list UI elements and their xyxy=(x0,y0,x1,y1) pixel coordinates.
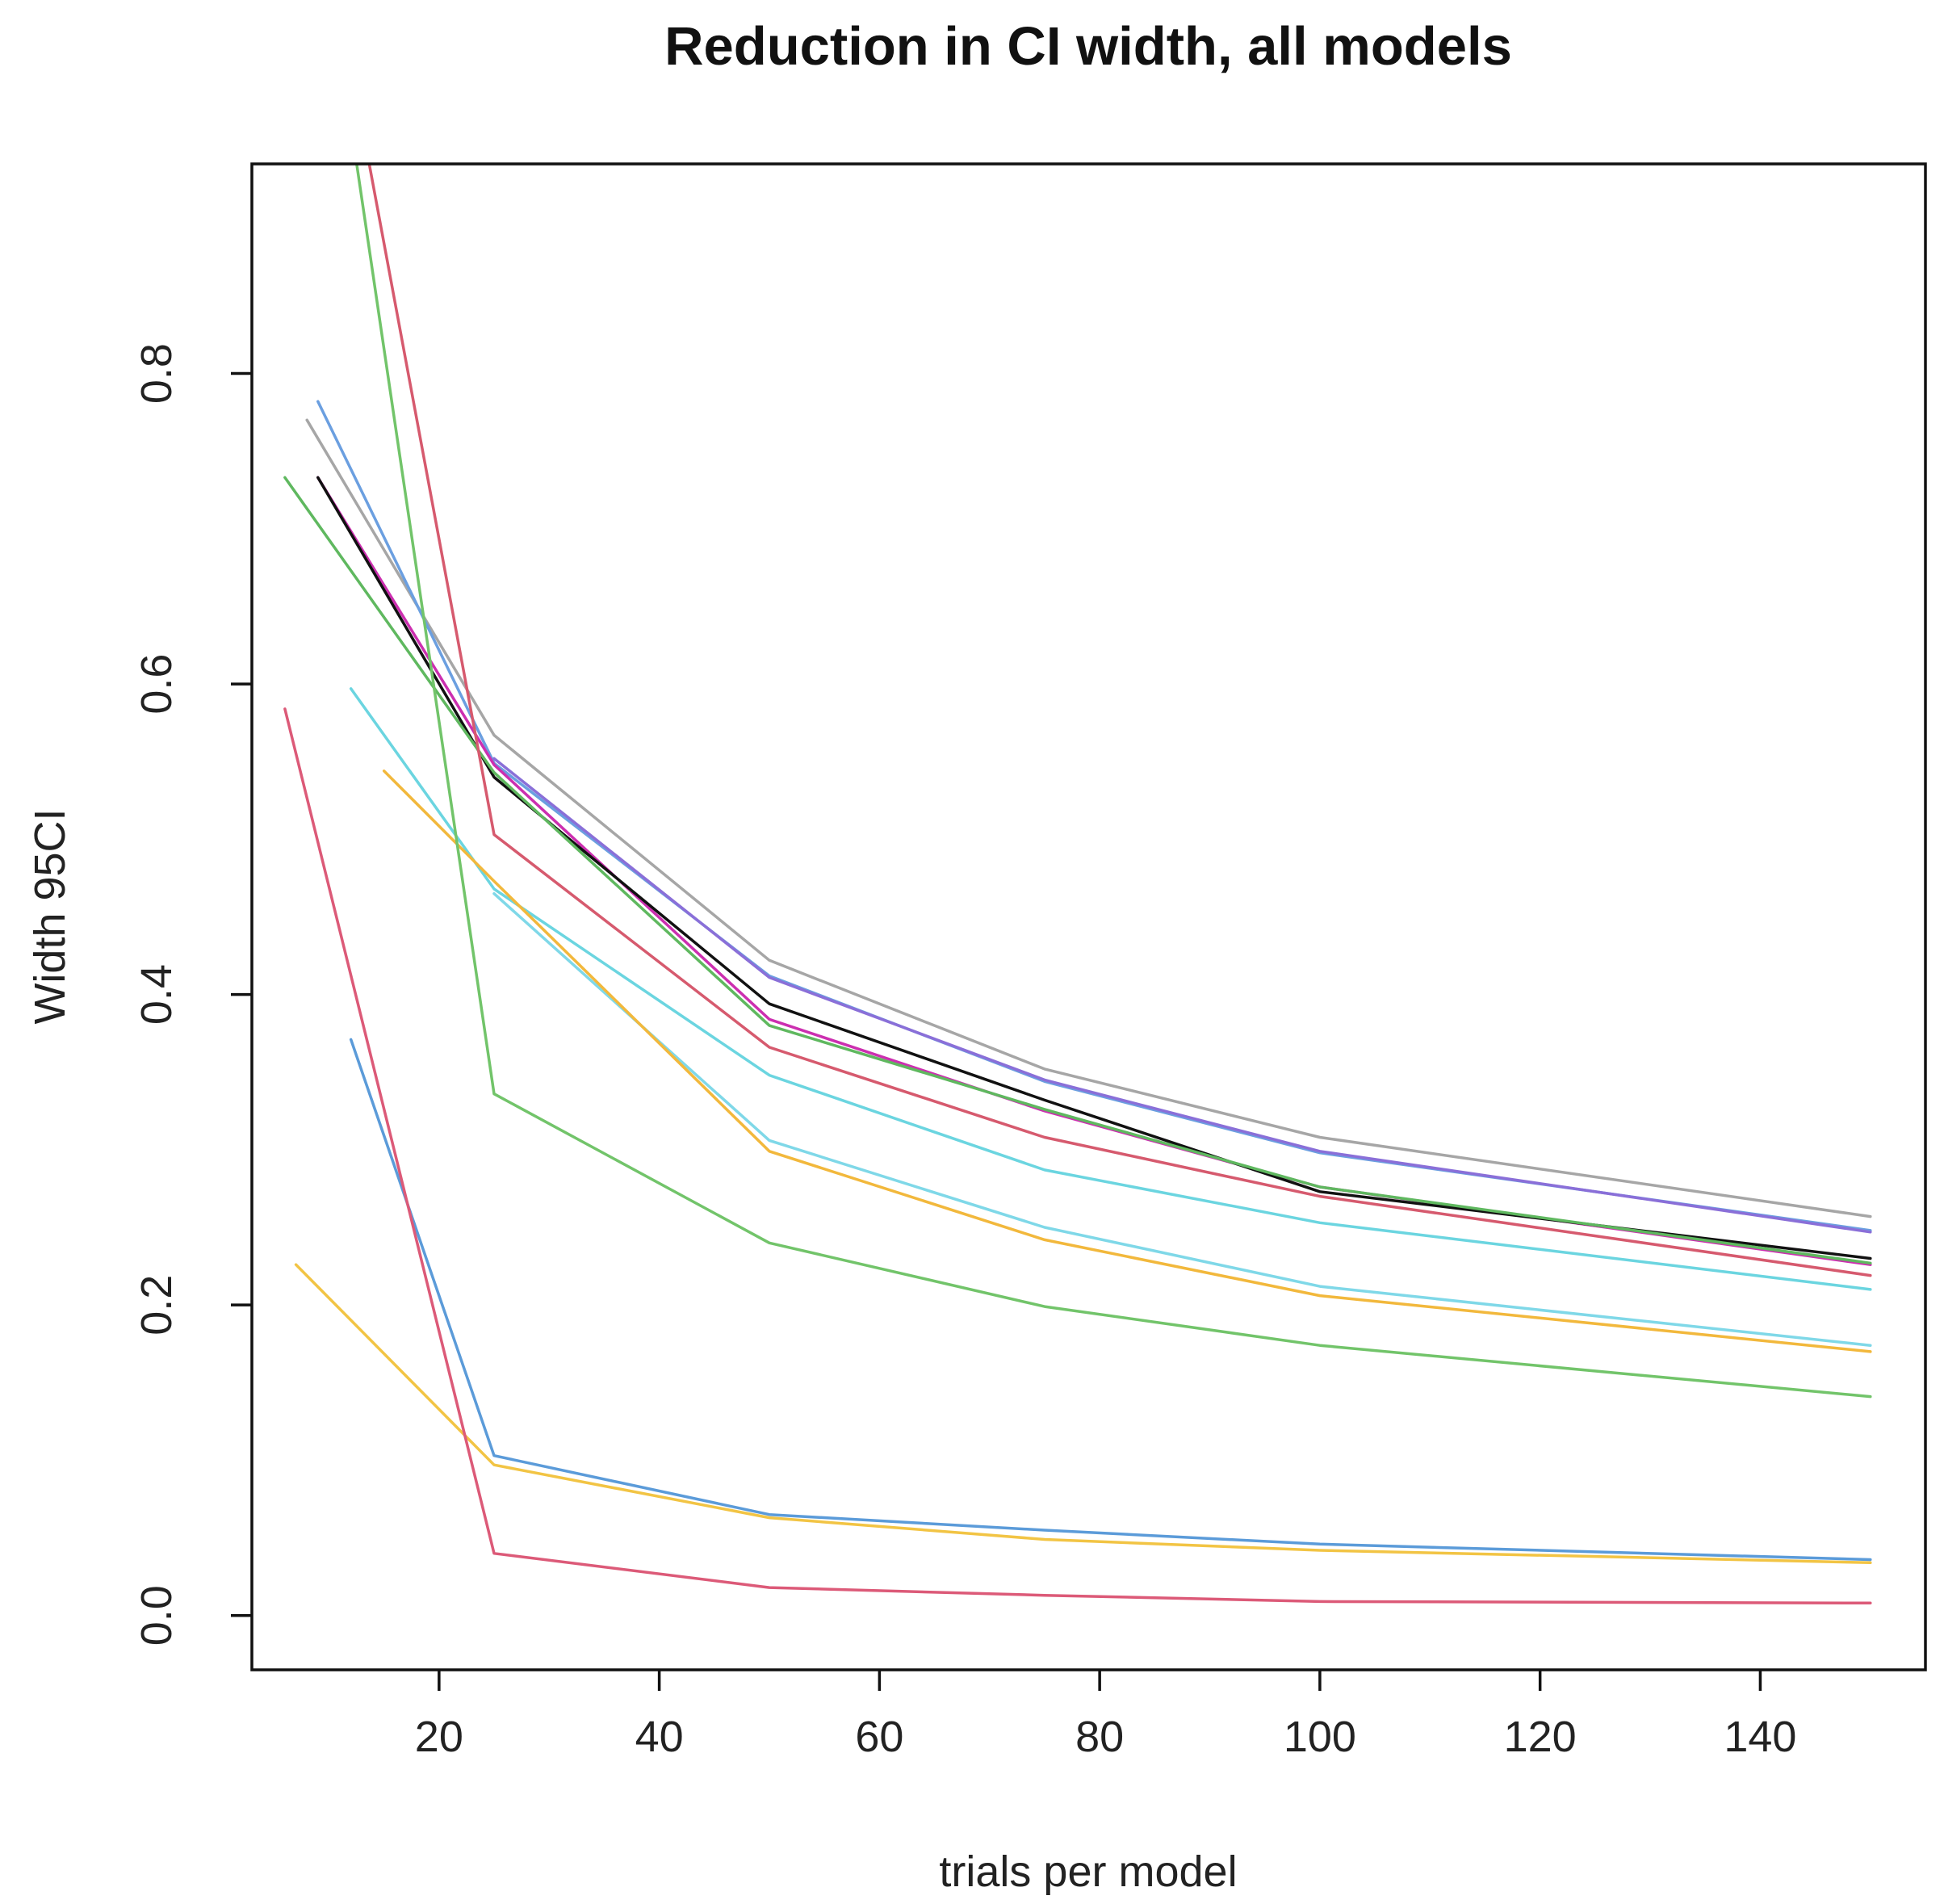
series-line-purple xyxy=(492,757,1872,1234)
series-line-orange-high xyxy=(382,770,1872,1353)
y-axis: 0.0 0.2 0.4 0.6 0.8 xyxy=(132,343,252,1646)
series-line-blue-low xyxy=(349,1038,1872,1562)
y-tick-label: 0.4 xyxy=(132,964,181,1025)
series-line-cyan-low xyxy=(492,891,1872,1347)
x-axis: 20 40 60 80 100 120 140 xyxy=(415,1670,1796,1761)
y-tick-label: 0.6 xyxy=(132,654,181,715)
series-line-red-low xyxy=(283,707,1872,1605)
plot-frame xyxy=(250,162,1927,1671)
x-tick-label: 20 xyxy=(415,1713,463,1761)
y-tick-label: 0.8 xyxy=(132,343,181,404)
x-tick-label: 80 xyxy=(1075,1713,1124,1761)
series-line-orange-low xyxy=(294,1263,1872,1565)
series-line-green-high xyxy=(283,476,1872,1265)
y-axis-title: Width 95CI xyxy=(26,808,74,1024)
x-tick-label: 100 xyxy=(1284,1713,1356,1761)
x-tick-label: 140 xyxy=(1724,1713,1796,1761)
series-line-green-low xyxy=(355,164,1872,1399)
y-tick-label: 0.0 xyxy=(132,1585,181,1646)
chart-title: Reduction in CI width, all models xyxy=(664,16,1512,77)
series-group xyxy=(283,164,1872,1605)
x-tick-label: 40 xyxy=(635,1713,684,1761)
series-line-gray xyxy=(305,418,1872,1218)
series-line-black xyxy=(316,476,1872,1260)
series-line-red-mid xyxy=(367,164,1872,1277)
x-tick-label: 60 xyxy=(855,1713,903,1761)
y-tick-label: 0.2 xyxy=(132,1275,181,1336)
x-tick-label: 120 xyxy=(1504,1713,1577,1761)
x-axis-title: trials per model xyxy=(939,1847,1237,1896)
